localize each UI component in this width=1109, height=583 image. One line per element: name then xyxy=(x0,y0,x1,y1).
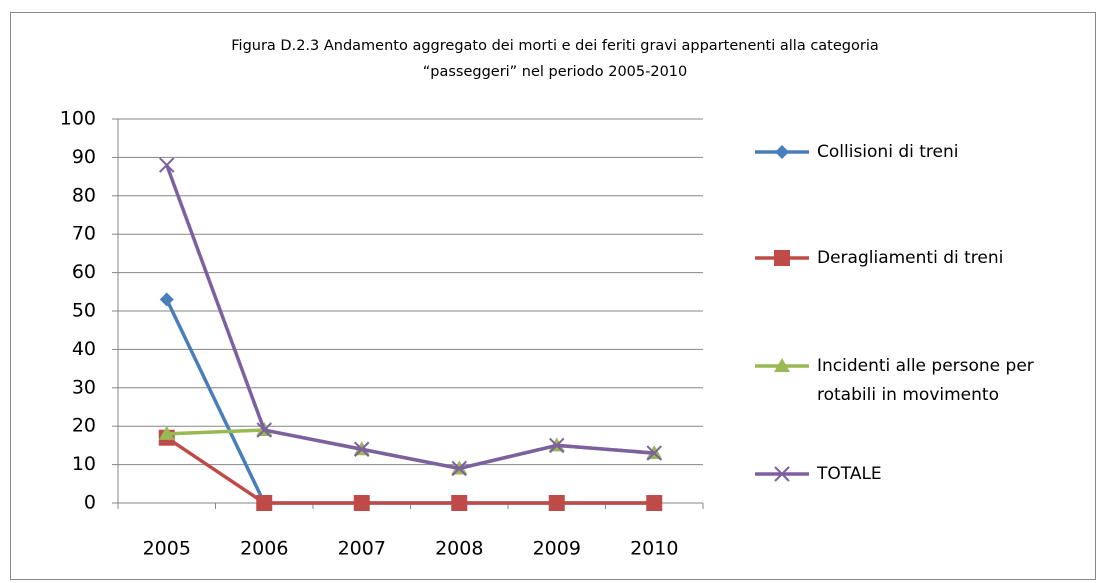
point xyxy=(159,292,174,307)
legend-marker xyxy=(775,145,789,159)
point xyxy=(548,495,565,511)
point xyxy=(549,437,565,454)
x-tick-label: 2006 xyxy=(240,538,288,560)
chart-title: “passeggeri” nel periodo 2005-2010 xyxy=(423,64,688,80)
legend-marker xyxy=(774,250,790,266)
y-tick-label: 70 xyxy=(72,223,96,245)
point xyxy=(158,425,175,440)
y-tick-label: 80 xyxy=(72,184,96,206)
series-line xyxy=(165,164,655,471)
point xyxy=(646,495,663,511)
y-tick-label: 30 xyxy=(72,376,96,398)
legend-label: Collisioni di treni xyxy=(817,142,958,162)
y-tick-label: 60 xyxy=(72,261,96,283)
y-tick-label: 10 xyxy=(72,453,96,475)
x-tick-label: 2009 xyxy=(533,538,581,560)
point xyxy=(256,495,273,511)
legend-label: Incidenti alle persone per rotabili in m… xyxy=(817,356,1039,405)
point xyxy=(775,145,789,159)
x-tick-label: 2010 xyxy=(630,538,678,560)
y-tick-label: 100 xyxy=(60,108,96,130)
point xyxy=(256,422,272,438)
point xyxy=(353,495,370,511)
series-line xyxy=(165,436,655,505)
point xyxy=(774,466,790,482)
y-tick-label: 50 xyxy=(72,300,96,322)
y-tick-label: 40 xyxy=(72,338,96,360)
x-tick-label: 2008 xyxy=(435,538,483,560)
x-tick-label: 2005 xyxy=(143,538,191,560)
point xyxy=(354,441,370,457)
legend-marker xyxy=(774,358,790,372)
x-tick-label: 2007 xyxy=(338,538,386,560)
point xyxy=(451,495,468,511)
point xyxy=(451,460,467,477)
y-tick-label: 90 xyxy=(72,146,96,168)
legend-label: Deragliamenti di treni xyxy=(817,248,1003,268)
point xyxy=(774,250,790,266)
point xyxy=(646,445,662,461)
y-tick-label: 20 xyxy=(72,415,96,437)
chart-frame xyxy=(10,12,1096,580)
point xyxy=(159,157,175,173)
point xyxy=(774,358,790,372)
chart-title: Figura D.2.3 Andamento aggregato dei mor… xyxy=(231,38,879,54)
legend-label: TOTALE xyxy=(816,464,882,484)
y-tick-label: 0 xyxy=(84,492,96,514)
legend-marker xyxy=(774,466,790,482)
